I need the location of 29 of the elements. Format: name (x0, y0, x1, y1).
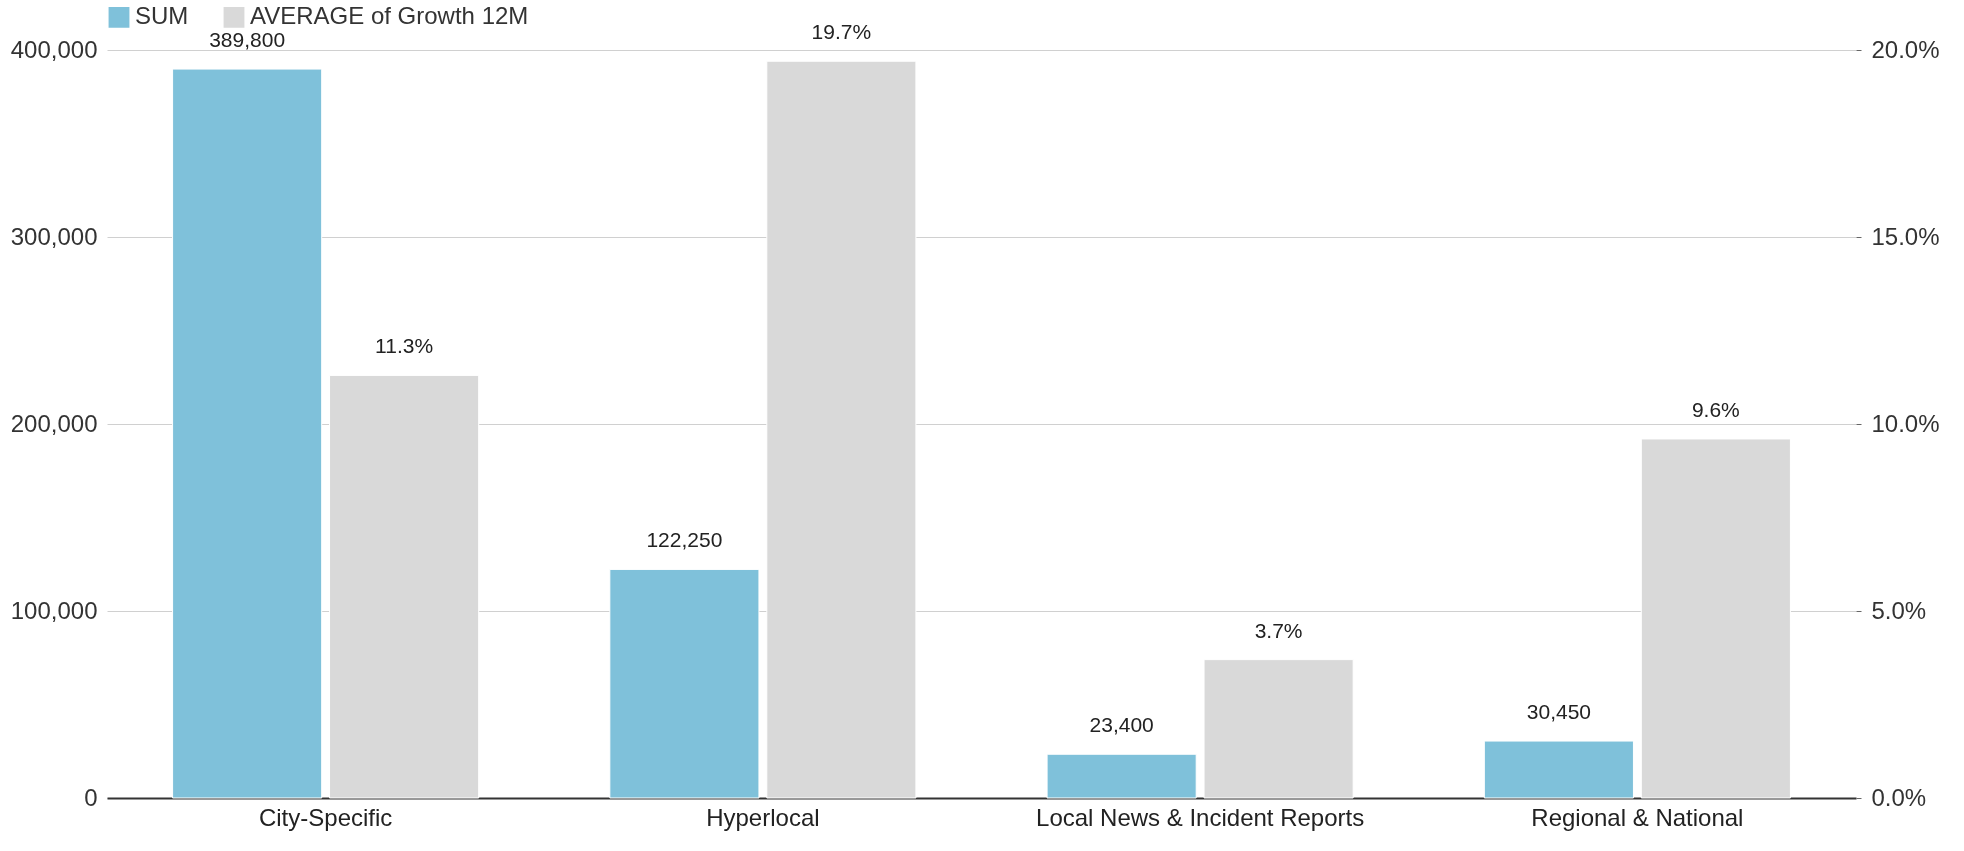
legend-label: AVERAGE of Growth 12M (250, 2, 529, 30)
y2-tick-label: 0.0% (1871, 783, 1927, 811)
data-label: 122,250 (646, 528, 723, 552)
y-tick-label: 300,000 (10, 222, 98, 250)
bar (1203, 659, 1354, 799)
data-label: 11.3% (375, 334, 434, 358)
x-tick-label: Regional & National (1531, 803, 1744, 831)
y-tick-label: 100,000 (10, 596, 98, 624)
data-label: 3.7% (1254, 618, 1303, 642)
x-tick-label: Hyperlocal (706, 803, 820, 831)
legend-label: SUM (135, 2, 189, 30)
y-tick-label: 0 (84, 783, 98, 811)
x-tick-label: City-Specific (258, 803, 393, 831)
x-tick-label: Local News & Incident Reports (1036, 803, 1365, 831)
y-tick-label: 400,000 (10, 35, 98, 63)
y2-tick-label: 20.0% (1871, 35, 1940, 63)
bar (172, 68, 323, 799)
bar (1046, 753, 1197, 799)
y2-tick-label: 10.0% (1871, 409, 1940, 437)
bar (1483, 740, 1634, 799)
bar (609, 568, 760, 799)
y2-tick-label: 15.0% (1871, 222, 1940, 250)
data-label: 23,400 (1089, 713, 1154, 737)
data-label: 19.7% (811, 20, 872, 44)
y-tick-label: 200,000 (10, 409, 98, 437)
data-label: 9.6% (1691, 397, 1740, 421)
data-label: 389,800 (209, 28, 286, 52)
y2-tick-label: 5.0% (1871, 596, 1927, 624)
data-label: 30,450 (1526, 700, 1592, 724)
